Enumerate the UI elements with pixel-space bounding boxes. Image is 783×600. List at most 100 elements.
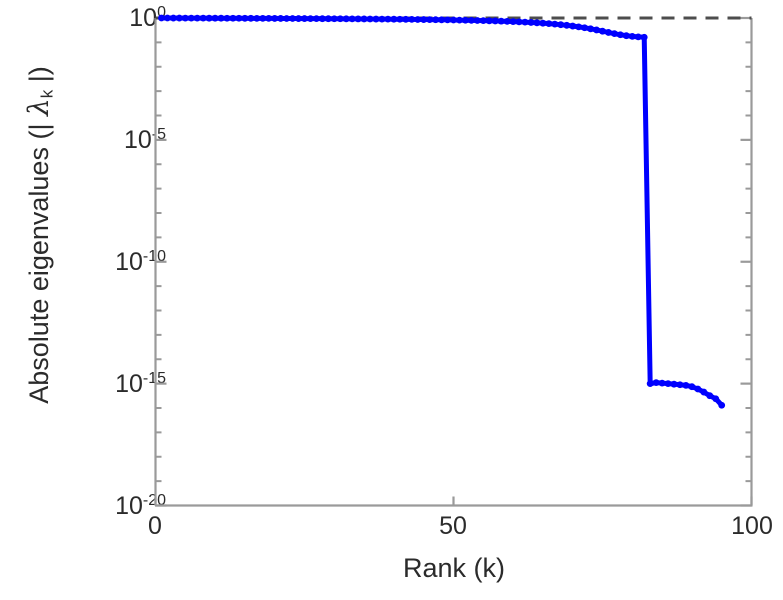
data-point xyxy=(324,15,332,23)
data-point xyxy=(420,16,428,23)
data-point xyxy=(438,16,445,24)
data-point xyxy=(289,15,296,22)
data-point xyxy=(545,20,553,28)
data-point xyxy=(682,381,690,389)
data-point xyxy=(611,30,618,38)
data-point xyxy=(366,15,374,23)
y-tick-label-2: 10-10 xyxy=(115,248,166,276)
x-tick-label-1: 50 xyxy=(439,512,467,540)
data-point xyxy=(569,22,577,30)
data-point xyxy=(581,24,589,32)
data-point xyxy=(694,385,702,393)
data-point xyxy=(205,14,213,22)
x-tick-label-2: 100 xyxy=(731,512,773,540)
data-point xyxy=(485,17,493,25)
data-point xyxy=(271,15,279,22)
data-point xyxy=(402,15,410,23)
data-point xyxy=(348,15,356,23)
data-point xyxy=(587,25,594,33)
data-point xyxy=(432,16,440,24)
data-point xyxy=(175,14,183,22)
data-point xyxy=(622,32,630,40)
data-point xyxy=(307,15,314,23)
data-point xyxy=(330,15,338,23)
data-point xyxy=(616,31,624,39)
data-point xyxy=(199,14,207,22)
data-point xyxy=(414,16,422,23)
series-line-absolute-eigenvalues xyxy=(158,15,725,408)
data-point xyxy=(360,15,368,23)
data-point xyxy=(605,29,612,36)
data-point xyxy=(229,14,237,22)
data-point xyxy=(396,15,404,23)
data-point xyxy=(259,14,267,22)
data-point xyxy=(217,14,225,22)
data-point xyxy=(318,15,326,23)
data-point xyxy=(378,15,386,23)
data-point xyxy=(557,21,565,29)
data-point xyxy=(456,16,463,24)
data-point xyxy=(187,14,195,22)
data-point xyxy=(527,19,535,26)
y-tick-label-0: 100 xyxy=(129,4,166,32)
data-point xyxy=(658,379,666,387)
data-point xyxy=(497,17,505,25)
data-point xyxy=(277,15,285,22)
data-point xyxy=(533,19,541,27)
data-point xyxy=(491,17,499,25)
data-point xyxy=(473,17,481,24)
axis-spines xyxy=(154,18,753,507)
data-point xyxy=(521,18,529,26)
data-point xyxy=(313,15,320,23)
data-point xyxy=(628,32,636,40)
x-tick-label-0: 0 xyxy=(148,512,162,540)
series-markers-absolute-eigenvalues xyxy=(158,14,726,409)
data-point xyxy=(169,14,177,22)
data-point xyxy=(563,21,571,29)
data-point xyxy=(718,401,726,409)
data-point xyxy=(444,16,451,24)
data-point xyxy=(688,383,696,391)
data-point xyxy=(664,380,672,388)
data-point xyxy=(253,14,261,22)
data-point xyxy=(551,20,559,28)
data-point xyxy=(181,14,189,22)
data-point xyxy=(509,18,517,25)
data-point xyxy=(193,14,201,22)
data-point xyxy=(634,33,642,41)
data-point xyxy=(676,381,684,389)
data-point xyxy=(467,16,475,24)
data-point xyxy=(700,388,708,396)
data-point xyxy=(158,14,165,22)
data-point xyxy=(539,19,547,27)
axis-ticks xyxy=(154,16,753,507)
data-point xyxy=(646,380,654,388)
data-point xyxy=(354,15,362,23)
data-point xyxy=(164,14,171,22)
data-point xyxy=(390,15,398,23)
data-point xyxy=(283,15,291,22)
data-point xyxy=(670,380,678,388)
data-point xyxy=(479,17,487,25)
data-point xyxy=(235,14,243,22)
data-point xyxy=(384,15,392,23)
data-point xyxy=(223,14,231,22)
data-point xyxy=(462,16,469,24)
data-point xyxy=(211,14,219,22)
data-point xyxy=(575,23,583,31)
data-point xyxy=(712,395,720,403)
data-point xyxy=(652,379,660,387)
data-point xyxy=(342,15,350,23)
data-point xyxy=(295,15,302,22)
data-point xyxy=(301,15,308,22)
x-axis-title: Rank (k) xyxy=(402,553,505,583)
data-point xyxy=(515,18,523,26)
data-point xyxy=(336,15,344,23)
data-point xyxy=(247,14,255,22)
data-point xyxy=(706,392,714,400)
data-point xyxy=(408,16,416,23)
data-point xyxy=(372,15,380,23)
data-point xyxy=(599,27,606,35)
